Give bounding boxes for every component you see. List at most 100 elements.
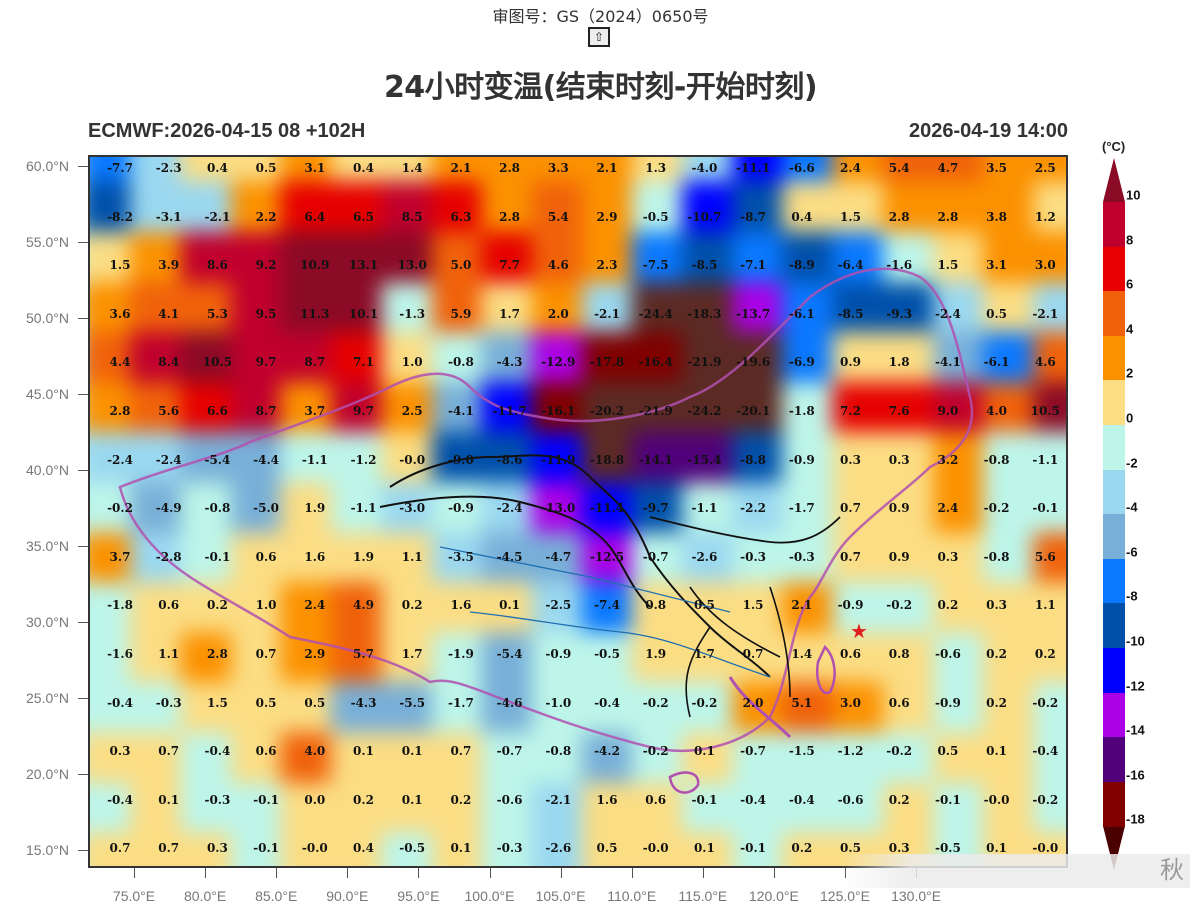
grid-value-label: 11.3 xyxy=(300,306,330,321)
grid-value-label: -0.1 xyxy=(253,841,280,856)
grid-value-label: 1.8 xyxy=(888,355,910,370)
map-cell xyxy=(481,281,534,334)
grid-value-label: 4.9 xyxy=(353,598,374,613)
scroll-up-button[interactable]: ⇧ xyxy=(588,27,610,47)
grid-value-label: -21.9 xyxy=(638,404,673,418)
grid-value-label: 0.1 xyxy=(158,792,180,807)
map-cell xyxy=(932,331,986,384)
grid-value-label: 1.7 xyxy=(401,647,423,661)
map-cell xyxy=(280,381,333,435)
map-cell xyxy=(330,782,384,835)
map-cell xyxy=(782,782,835,835)
map-cell xyxy=(1033,181,1066,234)
map-cell xyxy=(983,782,1036,835)
map-cell xyxy=(832,281,885,334)
grid-value-label: -0.0 xyxy=(642,841,669,856)
grid-value-label: 7.1 xyxy=(353,355,374,370)
grid-value-label: -2.4 xyxy=(107,452,133,467)
x-axis-tick xyxy=(773,868,775,878)
map-cell xyxy=(782,181,835,234)
map-cell xyxy=(330,331,384,384)
grid-value-label: 0.1 xyxy=(401,744,423,759)
map-cell xyxy=(330,832,384,866)
map-cell xyxy=(230,682,283,735)
grid-value-label: -0.9 xyxy=(788,452,815,467)
grid-value-label: 0.7 xyxy=(158,744,180,759)
map-cell xyxy=(90,181,133,234)
map-cell xyxy=(832,431,885,485)
grid-value-label: -4.4 xyxy=(253,452,280,467)
map-cell xyxy=(180,281,233,334)
grid-value-label: 4.0 xyxy=(304,744,326,759)
map-cell xyxy=(90,281,133,334)
map-cell xyxy=(832,632,885,685)
grid-value-label: 2.8 xyxy=(109,404,131,418)
map-cell xyxy=(882,782,935,835)
map-cell xyxy=(381,732,434,785)
grid-value-label: -10.7 xyxy=(687,209,722,224)
grid-value-label: 0.1 xyxy=(693,841,715,856)
map-cell xyxy=(431,632,484,685)
map-cell xyxy=(481,732,534,785)
map-cell xyxy=(631,157,685,184)
map-cell xyxy=(581,331,634,384)
grid-value-label: -0.4 xyxy=(107,695,133,710)
map-cell xyxy=(581,832,634,866)
map-cell xyxy=(1033,431,1066,485)
map-cell xyxy=(983,482,1036,535)
grid-value-label: 0.6 xyxy=(840,647,861,661)
grid-value-label: -9.3 xyxy=(886,306,913,321)
grid-value-label: 2.9 xyxy=(304,647,326,661)
grid-value-label: 0.4 xyxy=(206,161,228,175)
map-cell xyxy=(832,381,885,435)
valid-time-label: 2026-04-19 14:00 xyxy=(908,120,1068,142)
grid-value-label: -0.8 xyxy=(204,501,231,516)
map-cell xyxy=(932,482,986,535)
map-cell xyxy=(631,331,685,384)
colorbar-segment xyxy=(1103,648,1125,694)
map-cell xyxy=(381,157,434,184)
grid-value-label: -4.7 xyxy=(545,549,572,564)
grid-value-label: -8.5 xyxy=(691,258,718,273)
map-cell xyxy=(230,732,283,785)
grid-value-label: 0.2 xyxy=(986,695,1008,710)
grid-value-label: 1.4 xyxy=(791,647,813,661)
map-cell xyxy=(581,682,634,735)
map-cell xyxy=(130,782,183,835)
grid-value-label: 0.2 xyxy=(937,598,959,613)
grid-value-label: -6.6 xyxy=(788,161,815,175)
grid-value-label: 1.7 xyxy=(693,647,715,661)
colorbar-label: -4 xyxy=(1126,499,1138,515)
map-cell xyxy=(531,632,584,685)
grid-value-label: 2.8 xyxy=(888,209,910,224)
map-cell xyxy=(932,381,986,435)
grid-value-label: 3.3 xyxy=(547,161,569,175)
grid-value-label: -0.1 xyxy=(691,792,718,807)
map-cell xyxy=(431,782,484,835)
grid-value-label: 2.8 xyxy=(937,209,959,224)
map-cell xyxy=(130,632,183,685)
grid-value-label: 0.2 xyxy=(401,598,423,613)
map-cell xyxy=(932,682,986,735)
grid-value-label: 0.2 xyxy=(1034,647,1056,661)
grid-value-label: -13.7 xyxy=(735,306,771,321)
map-cell xyxy=(882,281,935,334)
map-cell xyxy=(481,782,534,835)
map-cell xyxy=(983,732,1036,785)
map-cell xyxy=(330,231,384,284)
x-axis-label: 75.0°E xyxy=(112,888,156,904)
grid-value-label: 0.1 xyxy=(450,841,472,856)
map-cell xyxy=(732,231,785,284)
map-cell xyxy=(782,632,835,685)
grid-value-label: 1.9 xyxy=(645,647,667,661)
x-axis-label: 125.0°E xyxy=(820,888,870,904)
map-cell xyxy=(782,532,835,585)
map-cell xyxy=(130,181,183,234)
y-axis-tick xyxy=(78,698,88,699)
grid-value-label: 2.8 xyxy=(206,647,228,661)
map-cell xyxy=(180,832,233,866)
map-cell xyxy=(732,782,785,835)
map-cell xyxy=(381,231,434,284)
x-axis-tick xyxy=(347,868,349,878)
grid-value-label: 1.6 xyxy=(304,549,326,564)
